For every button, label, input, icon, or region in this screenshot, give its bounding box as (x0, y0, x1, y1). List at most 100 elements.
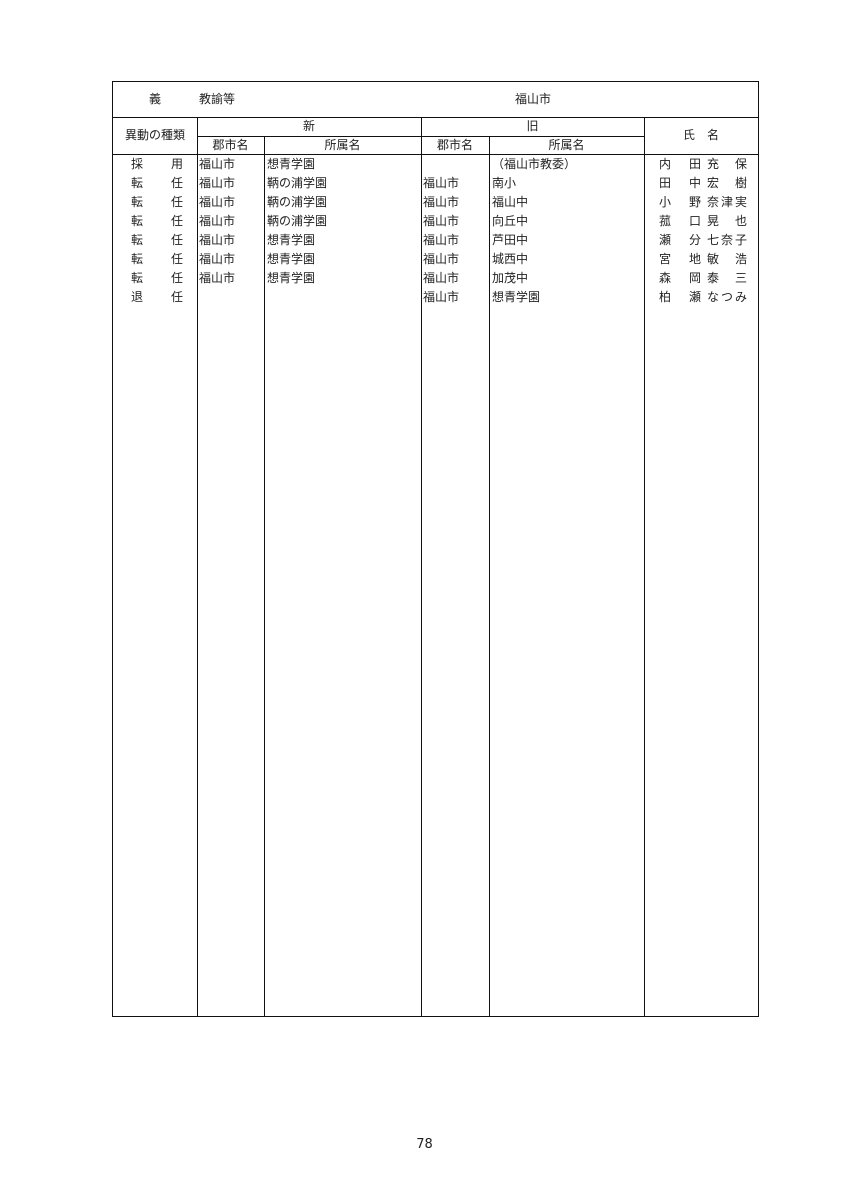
cell-given: 七奈子 (707, 233, 747, 247)
cell-family: 田中 (659, 176, 701, 190)
divider (113, 117, 758, 118)
table-cell: なつみ (707, 288, 747, 307)
table-cell: 田中 (659, 174, 701, 193)
divider (197, 136, 644, 137)
cell-family: 柏瀬 (659, 290, 701, 304)
cell-new-district: 福山市 (199, 176, 236, 190)
category-label: 義 (149, 92, 162, 106)
header-old-district: 郡市名 (436, 138, 473, 152)
cell-type: 転 任 (131, 195, 183, 209)
cell-family: 内田 (659, 157, 701, 171)
header-old-affiliation: 所属名 (548, 138, 585, 152)
cell-old-district: 福山市 (423, 176, 460, 190)
table-cell: 奈津実 (707, 193, 747, 212)
personnel-table: 義 教諭等 福山市 異動の種類 新 旧 郡市名 所属名 郡市名 所属名 氏 名 … (112, 81, 759, 1017)
cell-new-district: 福山市 (199, 271, 236, 285)
cell-new-affiliation: 鞆の浦学園 (267, 176, 328, 190)
header-type: 異動の種類 (124, 128, 185, 142)
table-cell: 福山市 (423, 212, 459, 231)
cell-new-district: 福山市 (199, 157, 236, 171)
table-cell: 城西中 (492, 250, 528, 269)
cell-old-affiliation: 福山中 (492, 195, 529, 209)
table-cell: 想青学園 (267, 269, 315, 288)
table-cell: 福山市 (423, 231, 459, 250)
cell-family: 菰口 (659, 214, 701, 228)
table-cell: 福山市 (199, 250, 235, 269)
cell-new-affiliation: 想青学園 (267, 271, 316, 285)
cell-new-affiliation: 想青学園 (267, 157, 316, 171)
cell-new-affiliation: 想青学園 (267, 252, 316, 266)
table-cell: 南小 (492, 174, 516, 193)
table-cell: 福山中 (492, 193, 528, 212)
table-cell: 瀬分 (659, 231, 701, 250)
position-label: 教諭等 (199, 92, 236, 106)
table-cell: 充保 (707, 155, 747, 174)
header-old: 旧 (526, 119, 539, 133)
cell-old-district: 福山市 (423, 214, 460, 228)
cell-new-affiliation: 鞆の浦学園 (267, 214, 328, 228)
cell-given: 充保 (707, 157, 747, 171)
table-cell: 転 任 (131, 212, 183, 231)
cell-old-district: 福山市 (423, 290, 460, 304)
table-cell: 森岡 (659, 269, 701, 288)
table-cell: 採 用 (131, 155, 183, 174)
table-cell: 内田 (659, 155, 701, 174)
cell-old-affiliation: （福山市教委） (492, 157, 577, 171)
table-cell: 鞆の浦学園 (267, 212, 327, 231)
city-label: 福山市 (514, 92, 551, 106)
header-new-district: 郡市名 (212, 138, 249, 152)
cell-old-district: 福山市 (423, 233, 460, 247)
cell-type: 転 任 (131, 233, 183, 247)
cell-given: なつみ (707, 290, 747, 304)
cell-old-affiliation: 城西中 (492, 252, 529, 266)
table-cell: 福山市 (199, 269, 235, 288)
cell-old-affiliation: 芦田中 (492, 233, 529, 247)
cell-type: 退 任 (131, 290, 183, 304)
cell-given: 宏樹 (707, 176, 747, 190)
cell-type: 転 任 (131, 214, 183, 228)
table-cell: 菰口 (659, 212, 701, 231)
table-cell: 宏樹 (707, 174, 747, 193)
cell-type: 転 任 (131, 271, 183, 285)
table-cell: 転 任 (131, 250, 183, 269)
header-name: 氏 名 (682, 128, 719, 142)
table-cell: 晃也 (707, 212, 747, 231)
table-cell: 福山市 (423, 193, 459, 212)
divider (421, 117, 422, 1016)
table-cell: 退 任 (131, 288, 183, 307)
table-cell: 転 任 (131, 231, 183, 250)
table-cell: 福山市 (199, 212, 235, 231)
header-new: 新 (302, 119, 315, 133)
cell-given: 泰三 (707, 271, 747, 285)
cell-old-affiliation: 向丘中 (492, 214, 529, 228)
table-cell: 転 任 (131, 193, 183, 212)
table-cell: 福山市 (423, 269, 459, 288)
cell-old-affiliation: 加茂中 (492, 271, 529, 285)
cell-family: 小野 (659, 195, 701, 209)
table-cell: 転 任 (131, 174, 183, 193)
cell-type: 転 任 (131, 176, 183, 190)
table-cell: 柏瀬 (659, 288, 701, 307)
divider (113, 154, 758, 155)
table-cell: 鞆の浦学園 (267, 174, 327, 193)
cell-new-affiliation: 鞆の浦学園 (267, 195, 328, 209)
table-cell: 福山市 (199, 174, 235, 193)
cell-new-district: 福山市 (199, 214, 236, 228)
table-cell: 福山市 (423, 250, 459, 269)
cell-old-district: 福山市 (423, 195, 460, 209)
table-cell: 福山市 (199, 155, 235, 174)
cell-given: 敏浩 (707, 252, 747, 266)
table-cell: 想青学園 (267, 250, 315, 269)
cell-old-district: 福山市 (423, 252, 460, 266)
table-cell: 福山市 (423, 174, 459, 193)
table-cell: （福山市教委） (492, 155, 576, 174)
table-cell: 想青学園 (267, 155, 315, 174)
cell-old-affiliation: 想青学園 (492, 290, 541, 304)
cell-family: 瀬分 (659, 233, 701, 247)
table-cell: 小野 (659, 193, 701, 212)
table-cell: 想青学園 (492, 288, 540, 307)
cell-old-district: 福山市 (423, 271, 460, 285)
table-cell: 芦田中 (492, 231, 528, 250)
table-cell: 福山市 (199, 193, 235, 212)
cell-new-district: 福山市 (199, 233, 236, 247)
